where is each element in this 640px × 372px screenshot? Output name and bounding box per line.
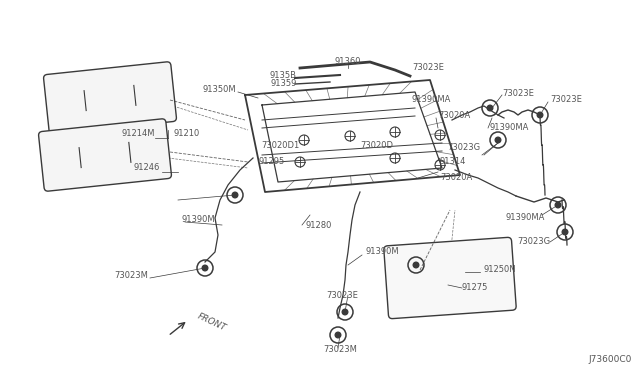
Text: 91390MA: 91390MA bbox=[412, 96, 451, 105]
Circle shape bbox=[495, 137, 501, 143]
Circle shape bbox=[537, 112, 543, 118]
Text: 73023G: 73023G bbox=[447, 144, 480, 153]
Text: 91214M: 91214M bbox=[122, 129, 155, 138]
Circle shape bbox=[202, 265, 208, 271]
Circle shape bbox=[335, 332, 341, 338]
FancyBboxPatch shape bbox=[38, 119, 172, 191]
Text: 73020A: 73020A bbox=[438, 110, 470, 119]
Text: 73023E: 73023E bbox=[550, 96, 582, 105]
Text: 73023E: 73023E bbox=[412, 64, 444, 73]
Text: 91390M: 91390M bbox=[365, 247, 399, 257]
Text: 91246: 91246 bbox=[134, 164, 160, 173]
Text: 91280: 91280 bbox=[305, 221, 332, 230]
Circle shape bbox=[556, 202, 561, 208]
Text: 73020D1: 73020D1 bbox=[262, 141, 300, 151]
Circle shape bbox=[413, 262, 419, 268]
Circle shape bbox=[232, 192, 238, 198]
Text: 73023M: 73023M bbox=[323, 346, 357, 355]
Text: 91295: 91295 bbox=[259, 157, 285, 167]
FancyBboxPatch shape bbox=[384, 237, 516, 318]
Text: 91359: 91359 bbox=[271, 78, 297, 87]
Text: 73023E: 73023E bbox=[326, 292, 358, 301]
Text: 73020A: 73020A bbox=[440, 173, 472, 183]
Text: 91350M: 91350M bbox=[202, 86, 236, 94]
Text: 91390MA: 91390MA bbox=[490, 124, 529, 132]
Text: 91390M: 91390M bbox=[182, 215, 216, 224]
Text: 91250N: 91250N bbox=[484, 266, 516, 275]
Circle shape bbox=[562, 229, 568, 235]
FancyBboxPatch shape bbox=[44, 62, 177, 134]
Text: 73023G: 73023G bbox=[517, 237, 550, 247]
Text: 91360: 91360 bbox=[335, 58, 361, 67]
Text: 91210: 91210 bbox=[173, 129, 199, 138]
Text: 91275: 91275 bbox=[462, 283, 488, 292]
Text: 73020D: 73020D bbox=[360, 141, 393, 151]
Text: 9135B: 9135B bbox=[270, 71, 297, 80]
Text: 91390MA: 91390MA bbox=[506, 214, 545, 222]
Circle shape bbox=[342, 309, 348, 315]
Text: FRONT: FRONT bbox=[196, 311, 228, 333]
Text: J73600C0: J73600C0 bbox=[589, 355, 632, 364]
Circle shape bbox=[487, 105, 493, 111]
Text: 73023E: 73023E bbox=[502, 89, 534, 97]
Text: 91314: 91314 bbox=[440, 157, 467, 167]
Text: 73023M: 73023M bbox=[114, 272, 148, 280]
